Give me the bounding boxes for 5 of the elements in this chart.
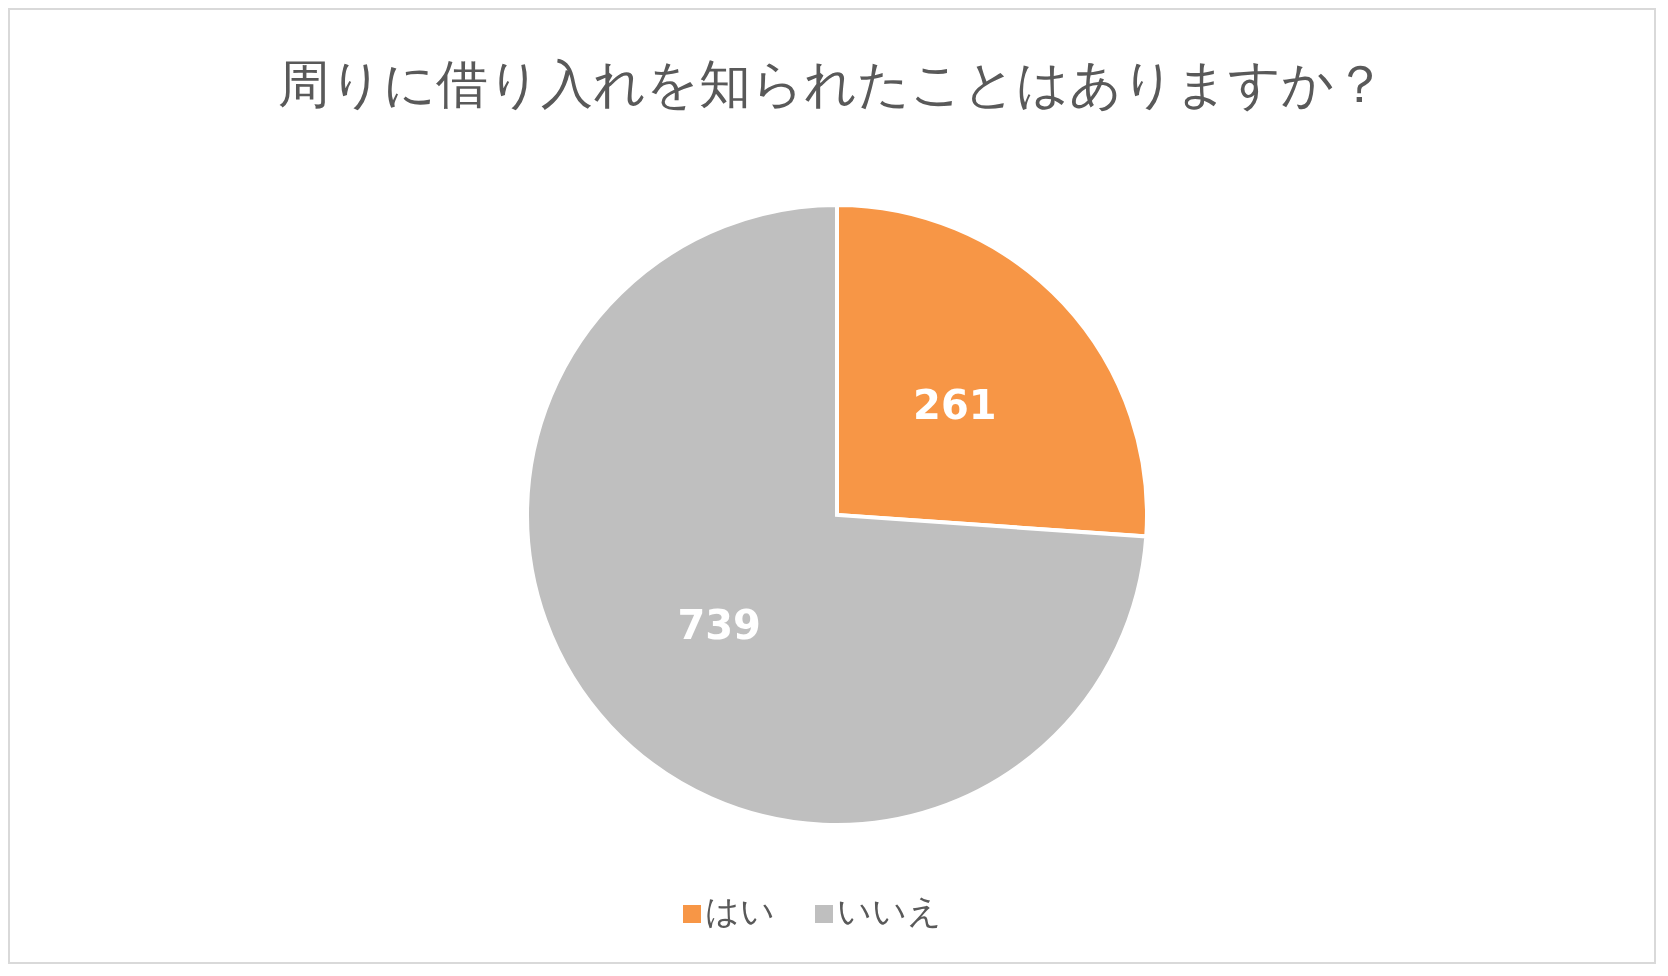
data-label: 261 xyxy=(913,382,997,429)
legend-label: いいえ xyxy=(836,891,942,931)
data-label: 739 xyxy=(677,601,761,648)
legend-label: はい xyxy=(704,891,775,931)
chart-title: 周りに借り入れを知られたことはありますか？ xyxy=(277,53,1387,116)
